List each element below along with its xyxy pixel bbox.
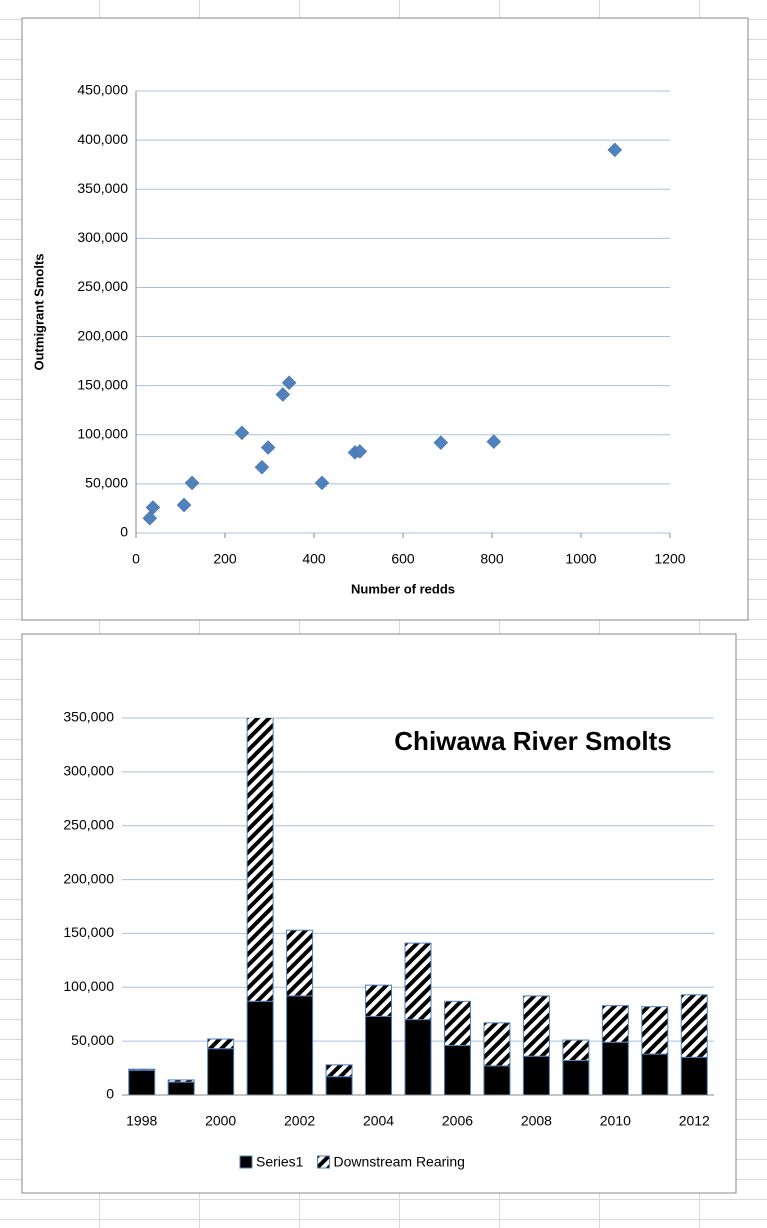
bar-segment <box>167 1079 195 1083</box>
bar-segment <box>483 1022 511 1067</box>
bar-chart: 0 50,000 100,000 150,000 200,000 250,000 300,0… <box>63 709 714 1170</box>
x-tick-label: 800 <box>480 551 504 567</box>
x-tick-label: 2010 <box>600 1113 631 1129</box>
point <box>145 500 161 515</box>
bar-segment <box>365 984 393 1017</box>
bar-segment <box>246 718 274 1002</box>
x-axis-label: Number of redds <box>351 581 455 596</box>
point <box>254 459 270 475</box>
bar-segment <box>207 1038 235 1050</box>
bar-segment <box>443 1044 471 1095</box>
y-tick-label: 150,000 <box>63 924 114 940</box>
bar-segment <box>522 995 550 1057</box>
point <box>486 434 502 450</box>
x-tick-label: 2008 <box>521 1113 552 1129</box>
point <box>142 510 158 526</box>
y-tick-label: 250,000 <box>77 278 128 294</box>
point <box>281 375 297 391</box>
bar-segment <box>680 1056 708 1095</box>
y-tick-label: 150,000 <box>77 376 128 392</box>
x-tick-label: 400 <box>302 551 326 567</box>
y-tick-label: 400,000 <box>77 131 128 147</box>
bar-segment <box>562 1060 590 1095</box>
legend-label: Series1 <box>256 1154 304 1170</box>
chart-frame <box>21 17 749 621</box>
point <box>314 475 330 491</box>
legend-label: Downstream Rearing <box>333 1154 465 1170</box>
bar-segment <box>562 1039 590 1062</box>
bar-segment <box>207 1048 235 1095</box>
bar-segment <box>246 1000 274 1095</box>
y-tick-label: 100,000 <box>63 978 114 994</box>
bar-segment <box>167 1081 195 1095</box>
bars <box>128 718 708 1095</box>
y-tick-label: 50,000 <box>85 475 128 491</box>
y-tick-label: 200,000 <box>63 870 114 886</box>
x-tick-label: 2002 <box>284 1113 315 1129</box>
x-tick-label: 2006 <box>442 1113 473 1129</box>
x-tick-label: 2004 <box>363 1113 394 1129</box>
y-tick-label: 200,000 <box>77 327 128 343</box>
y-axis-label: Outmigrant Smolts <box>31 253 46 370</box>
point <box>352 444 368 459</box>
bar-segment <box>601 1041 629 1095</box>
point <box>176 497 192 513</box>
bar-segment <box>641 1006 669 1055</box>
bar-segment <box>404 1019 432 1095</box>
point <box>184 475 200 491</box>
x-tick-label: 0 <box>132 551 140 567</box>
y-tick-label: 250,000 <box>63 816 114 832</box>
bar-segment <box>128 1069 156 1095</box>
bar-segment <box>522 1055 550 1095</box>
point <box>234 425 250 441</box>
y-tick-label: 350,000 <box>63 709 114 725</box>
point <box>275 387 291 402</box>
y-tick-label: 300,000 <box>63 763 114 779</box>
y-tick-label: 0 <box>120 524 128 540</box>
legend-swatch <box>316 1155 330 1169</box>
bar-segment <box>365 1015 393 1095</box>
y-tick-label: 300,000 <box>77 229 128 245</box>
point <box>433 435 449 450</box>
bar-segment <box>443 1000 471 1046</box>
scatter-chart: 0 50,000 100,000 150,000 200,000 250,000 300,0… <box>31 82 685 597</box>
x-tick-label: 1200 <box>654 551 685 567</box>
legend-swatch <box>239 1155 253 1169</box>
y-tick-label: 450,000 <box>77 82 128 98</box>
bar-segment <box>641 1053 669 1095</box>
chart-frame <box>21 633 737 1194</box>
bar-segment <box>325 1064 353 1078</box>
y-tick-label: 0 <box>106 1086 114 1102</box>
x-tick-label: 1998 <box>126 1113 157 1129</box>
bar-segment <box>325 1076 353 1095</box>
bar-segment <box>601 1005 629 1043</box>
y-tick-label: 50,000 <box>71 1032 114 1048</box>
x-tick-label: 600 <box>391 551 415 567</box>
chart-title: Chiwawa River Smolts <box>394 726 671 756</box>
bar-segment <box>128 1068 156 1071</box>
bar-segment <box>680 994 708 1058</box>
x-tick-label: 200 <box>213 551 237 567</box>
bar-segment <box>286 995 314 1095</box>
x-tick-label: 2000 <box>205 1113 236 1129</box>
point <box>607 142 623 158</box>
y-tick-label: 100,000 <box>77 425 128 441</box>
x-tick-label: 1000 <box>565 551 596 567</box>
bar-segment <box>404 942 432 1021</box>
y-tick-label: 350,000 <box>77 180 128 196</box>
bar-segment <box>483 1065 511 1095</box>
x-tick-label: 2012 <box>679 1113 710 1129</box>
point <box>260 440 276 455</box>
bar-segment <box>286 929 314 997</box>
